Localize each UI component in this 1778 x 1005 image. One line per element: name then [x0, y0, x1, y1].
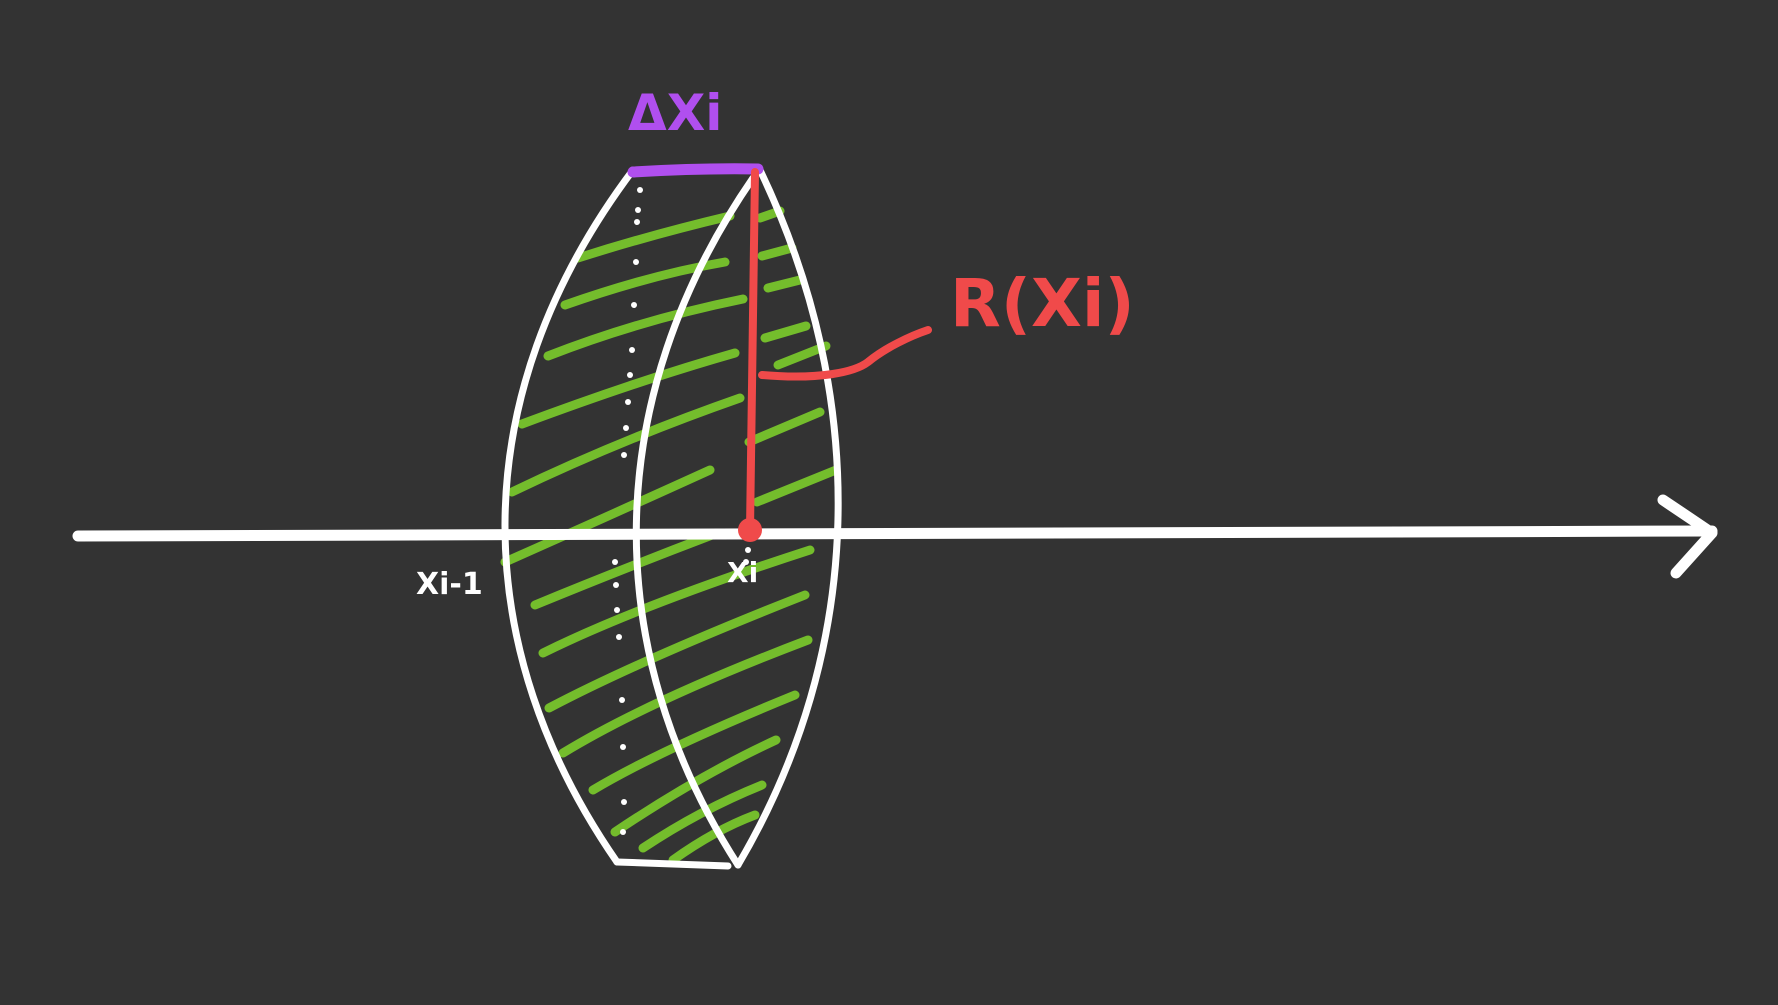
guide-dot	[620, 829, 626, 835]
hatch-stroke	[500, 465, 715, 567]
hatch-stroke	[538, 545, 815, 658]
delta-x-label: ΔXi	[628, 84, 722, 142]
guide-dot	[614, 607, 620, 613]
radius-base-dot	[738, 518, 762, 542]
guide-dot	[616, 634, 622, 640]
hatch-stroke	[544, 590, 810, 713]
guide-dot	[613, 582, 619, 588]
radius-indicator	[738, 168, 932, 542]
guide-dot	[633, 259, 639, 265]
hatch-stroke	[763, 275, 805, 293]
guide-dot	[635, 207, 641, 213]
hatch-stroke	[638, 780, 767, 853]
slice-outline	[501, 166, 842, 870]
hatch-stroke	[752, 465, 841, 507]
guide-dot	[620, 744, 626, 750]
guide-dot	[623, 425, 629, 431]
x-i-label: Xi	[727, 556, 758, 589]
radius-label-connector	[758, 326, 932, 381]
shaded-slice-hatching	[500, 206, 841, 865]
hatch-stroke	[760, 321, 811, 343]
hatch-stroke	[744, 407, 825, 447]
hatch-stroke	[573, 211, 735, 263]
hatch-stroke	[507, 393, 745, 497]
delta-x-bar	[627, 163, 764, 178]
guide-dot	[625, 399, 631, 405]
guide-dot	[629, 347, 635, 353]
dotted-guide-line	[612, 187, 751, 835]
hatch-stroke	[530, 530, 717, 610]
guide-dot	[627, 372, 633, 378]
hatch-stroke	[560, 257, 730, 310]
hatch-stroke	[517, 348, 740, 429]
guide-dot	[621, 452, 627, 458]
hatch-stroke	[757, 243, 797, 261]
guide-dot	[612, 559, 618, 565]
outer-right-curve	[734, 166, 842, 869]
radius-line	[746, 168, 759, 534]
x-axis	[72, 494, 1718, 579]
guide-dot	[637, 187, 643, 193]
x-axis-line	[72, 525, 1718, 542]
guide-dot	[619, 697, 625, 703]
radius-label: R(Xi)	[950, 265, 1135, 342]
bottom-edge	[613, 858, 732, 870]
hatch-stroke	[773, 341, 831, 370]
inner-curve	[632, 174, 757, 869]
outer-left-curve	[501, 166, 637, 866]
guide-dot	[631, 302, 637, 308]
guide-dot	[745, 547, 751, 553]
hatch-stroke	[668, 810, 760, 865]
guide-dot	[743, 559, 749, 565]
hatch-stroke	[610, 735, 781, 837]
hatch-stroke	[543, 294, 748, 361]
x-prev-label: Xi-1	[416, 567, 483, 602]
x-axis-arrowhead	[1657, 494, 1718, 579]
guide-dot	[621, 799, 627, 805]
hatch-stroke	[558, 635, 813, 758]
guide-dot	[634, 219, 640, 225]
